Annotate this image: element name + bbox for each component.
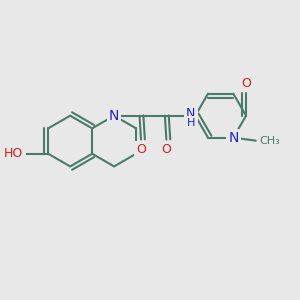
Text: HO: HO	[4, 147, 23, 160]
Text: H: H	[187, 118, 195, 128]
Text: O: O	[136, 143, 146, 156]
Text: N: N	[228, 130, 239, 145]
Text: N: N	[109, 109, 119, 123]
Text: O: O	[241, 77, 251, 90]
Text: N: N	[186, 107, 196, 120]
Text: CH₃: CH₃	[259, 136, 280, 146]
Text: O: O	[161, 143, 171, 156]
